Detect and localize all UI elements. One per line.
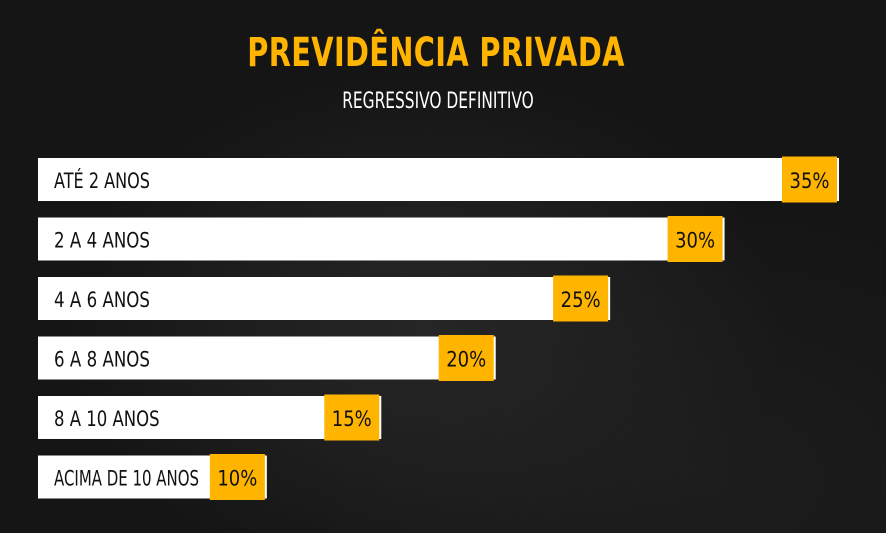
value-label: 10% [217, 467, 257, 491]
value-label: 35% [790, 169, 830, 193]
category-label: 8 A 10 ANOS [54, 407, 160, 431]
value-badge [782, 156, 837, 203]
page-title: PREVIDÊNCIA PRIVADA [247, 30, 625, 76]
category-label: 4 A 6 ANOS [54, 288, 150, 312]
bar [38, 158, 839, 201]
category-label: ATÉ 2 ANOS [54, 168, 150, 193]
value-label: 30% [675, 229, 715, 253]
value-badge [553, 275, 609, 322]
bar [38, 217, 725, 261]
value-label: 20% [446, 348, 486, 372]
value-badge [324, 394, 380, 441]
value-badge [438, 335, 494, 381]
bar [38, 336, 496, 380]
bar [38, 396, 382, 439]
category-label: 6 A 8 ANOS [54, 348, 150, 372]
value-label: 15% [332, 407, 372, 431]
value-label: 25% [561, 288, 601, 312]
category-label: 2 A 4 ANOS [54, 229, 150, 253]
page-subtitle: REGRESSIVO DEFINITIVO [342, 89, 534, 114]
bar [38, 277, 611, 320]
value-badge [667, 216, 723, 262]
category-label: ACIMA DE 10 ANOS [54, 467, 199, 491]
value-badge [209, 454, 265, 500]
